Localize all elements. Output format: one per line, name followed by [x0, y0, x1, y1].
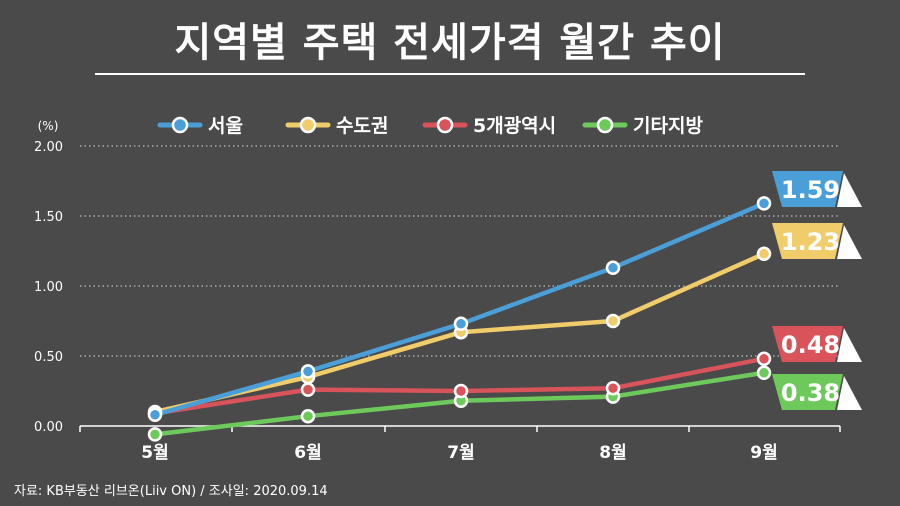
y-tick-label: 0.50	[34, 350, 63, 365]
data-point	[756, 246, 772, 262]
title-underline	[95, 73, 805, 75]
legend-label: 서울	[208, 115, 243, 137]
end-label-tab	[837, 225, 862, 259]
legend-label: 기타지방	[633, 115, 703, 137]
chart-title: 지역별 주택 전세가격 월간 추이	[174, 20, 726, 66]
legend-marker	[171, 116, 189, 134]
y-tick-label: 0.00	[34, 420, 63, 435]
data-point	[756, 196, 772, 211]
data-point	[147, 407, 163, 423]
data-point	[300, 364, 316, 379]
end-label-box	[772, 374, 843, 410]
data-point	[605, 380, 621, 396]
end-label-tab	[837, 376, 862, 410]
end-label-box	[772, 223, 843, 259]
legend-label: 5개광역시	[473, 115, 556, 137]
data-point	[453, 383, 469, 399]
legend-marker	[436, 116, 454, 134]
x-tick-label: 7월	[447, 443, 474, 463]
data-point	[453, 316, 469, 332]
data-point	[147, 427, 163, 442]
data-point	[756, 365, 772, 381]
source-note: 자료: KB부동산 리브온(Liiv ON) / 조사일: 2020.09.14	[14, 484, 328, 499]
data-point	[605, 313, 621, 329]
y-tick-label: 1.00	[34, 280, 63, 295]
y-tick-label: 2.00	[34, 140, 63, 155]
x-tick-label: 5월	[141, 443, 168, 463]
end-label-box	[772, 326, 843, 362]
data-point	[756, 351, 772, 367]
legend-marker	[596, 116, 614, 134]
series-line	[152, 201, 767, 418]
end-label-box	[772, 171, 843, 207]
x-tick-label: 9월	[750, 443, 777, 463]
end-label-tab	[837, 328, 862, 362]
end-value-label: 0.38	[781, 379, 840, 407]
data-point	[300, 382, 316, 397]
y-unit-label: (%)	[38, 119, 59, 133]
end-label-tab	[837, 173, 862, 207]
end-value-label: 1.23	[781, 228, 840, 256]
legend-label: 수도권	[336, 115, 388, 137]
legend-marker	[299, 116, 317, 134]
end-value-label: 1.59	[781, 176, 840, 204]
data-point	[605, 260, 621, 276]
data-point	[300, 408, 316, 424]
x-tick-label: 6월	[294, 443, 321, 463]
x-tick-label: 8월	[599, 443, 626, 463]
y-tick-label: 1.50	[34, 210, 63, 225]
end-value-label: 0.48	[781, 331, 840, 359]
